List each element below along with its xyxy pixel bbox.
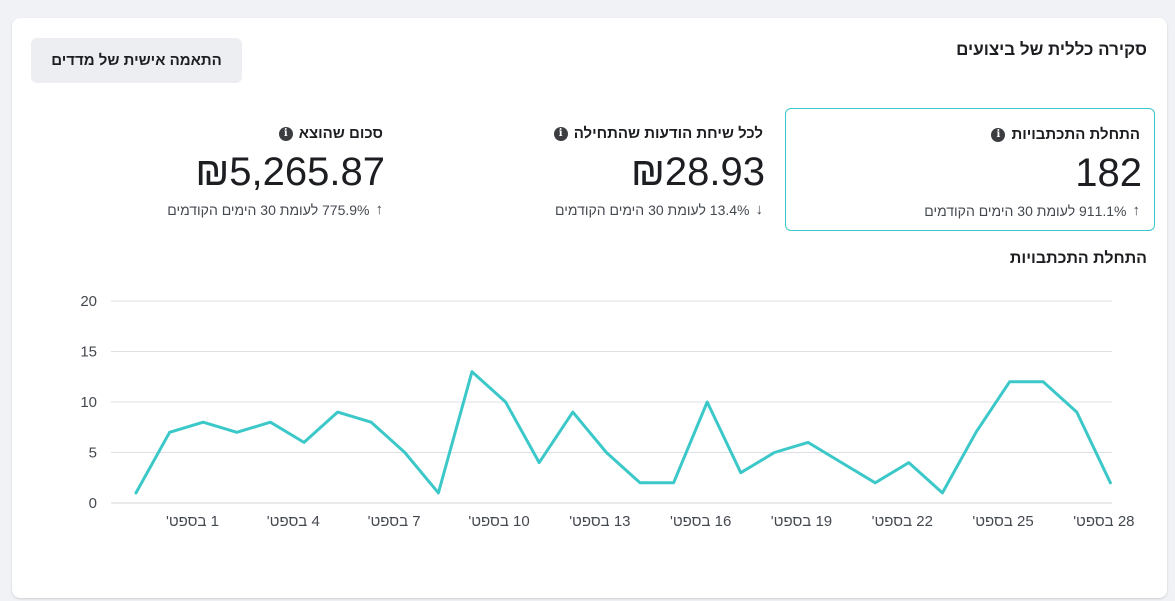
x-tick-label: 1 בספט' xyxy=(166,513,219,530)
data-point[interactable] xyxy=(1071,406,1083,418)
data-point[interactable] xyxy=(399,447,411,459)
data-point[interactable] xyxy=(735,467,747,479)
arrow-up-icon: ↑ xyxy=(1132,202,1141,219)
metric-card-conversations-started[interactable]: התחלת התכתבויות i 182 ↑ 911.1% לעומת 30 … xyxy=(785,108,1155,231)
x-axis-ticks: 1 בספט' 4 בספט' 7 בספט' 10 בספט' 13 בספט' 16 … xyxy=(166,513,1135,530)
x-tick-label: 25 בספט' xyxy=(972,513,1033,530)
x-tick-label: 16 בספט' xyxy=(670,513,731,530)
metric-change: 775.9% לעומת 30 הימים הקודמים xyxy=(167,201,370,218)
info-icon[interactable]: i xyxy=(278,126,293,141)
metric-value: ₪28.93 xyxy=(630,150,765,194)
data-point[interactable] xyxy=(600,447,612,459)
data-point[interactable] xyxy=(264,416,276,428)
x-tick-label: 19 בספט' xyxy=(771,513,832,530)
metric-change: 13.4% לעומת 30 הימים הקודמים xyxy=(555,201,750,218)
chart-grid xyxy=(111,300,1112,504)
info-icon[interactable]: i xyxy=(991,127,1006,142)
data-point[interactable] xyxy=(197,416,209,428)
data-point[interactable] xyxy=(1004,376,1016,388)
x-tick-label: 13 בספט' xyxy=(569,513,630,530)
data-point[interactable] xyxy=(903,457,915,469)
y-tick-label: 10 xyxy=(80,394,97,411)
x-tick-label: 4 בספט' xyxy=(267,513,320,530)
metric-change: 911.1% לעומת 30 הימים הקודמים xyxy=(924,202,1127,219)
performance-overview-card: סקירה כללית של ביצועים התאמה אישית של מד… xyxy=(12,18,1167,598)
y-tick-label: 20 xyxy=(80,293,97,310)
series-line xyxy=(134,370,1112,495)
metric-label: לכל שיחת הודעות שהתחילה xyxy=(573,125,763,142)
data-point[interactable] xyxy=(500,396,512,408)
data-point[interactable] xyxy=(836,457,848,469)
metric-value: ₪5,265.87 xyxy=(195,150,385,194)
y-axis-ticks: 0 5 10 15 20 xyxy=(80,293,97,512)
line-chart: 0 5 10 15 20 1 בספט' 4 בספט' 7 בספט' 10 בספט' 13… xyxy=(80,293,1135,530)
series-line-layer xyxy=(130,366,1116,499)
arrow-up-icon: ↑ xyxy=(375,201,384,218)
data-point[interactable] xyxy=(936,487,948,499)
data-point[interactable] xyxy=(1104,477,1116,489)
data-point[interactable] xyxy=(1037,376,1049,388)
x-tick-label: 7 בספט' xyxy=(368,513,421,530)
data-point[interactable] xyxy=(130,487,142,499)
x-tick-label: 28 בספט' xyxy=(1073,513,1134,530)
info-icon[interactable]: i xyxy=(553,126,568,141)
arrow-down-icon: ↓ xyxy=(755,201,764,218)
data-point[interactable] xyxy=(701,396,713,408)
metric-label: התחלת התכתבויות xyxy=(1011,126,1140,143)
metric-card-cost-per-conversation[interactable]: לכל שיחת הודעות שהתחילה i ₪28.93 ↓ 13.4%… xyxy=(407,108,777,231)
data-point[interactable] xyxy=(231,426,243,438)
metric-value: 182 xyxy=(1075,151,1142,195)
data-point[interactable] xyxy=(567,406,579,418)
data-point[interactable] xyxy=(869,477,881,489)
data-point[interactable] xyxy=(365,416,377,428)
data-point[interactable] xyxy=(298,436,310,448)
y-tick-label: 0 xyxy=(89,495,97,512)
chart-title: התחלת התכתבויות xyxy=(1009,250,1147,267)
y-tick-label: 15 xyxy=(80,344,97,361)
x-tick-label: 10 בספט' xyxy=(468,513,529,530)
customize-metrics-button[interactable]: התאמה אישית של מדדים xyxy=(31,38,242,83)
data-point[interactable] xyxy=(164,426,176,438)
y-tick-label: 5 xyxy=(89,445,97,462)
data-point[interactable] xyxy=(332,406,344,418)
data-point[interactable] xyxy=(802,436,814,448)
data-point[interactable] xyxy=(768,447,780,459)
data-point[interactable] xyxy=(466,366,478,378)
data-point[interactable] xyxy=(970,426,982,438)
data-point[interactable] xyxy=(668,477,680,489)
metric-card-amount-spent[interactable]: סכום שהוצא i ₪5,265.87 ↑ 775.9% לעומת 30… xyxy=(27,108,397,231)
x-tick-label: 22 בספט' xyxy=(872,513,933,530)
data-point[interactable] xyxy=(533,457,545,469)
overview-title: סקירה כללית של ביצועים xyxy=(956,40,1147,59)
data-point[interactable] xyxy=(634,477,646,489)
data-point[interactable] xyxy=(432,487,444,499)
metric-label: סכום שהוצא xyxy=(298,125,383,142)
